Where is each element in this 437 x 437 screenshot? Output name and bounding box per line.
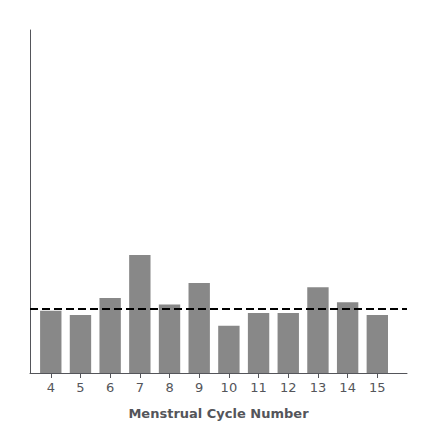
svg-text:13: 13 [310, 380, 327, 395]
svg-text:10: 10 [221, 380, 238, 395]
svg-text:5: 5 [76, 380, 84, 395]
svg-text:14: 14 [339, 380, 356, 395]
svg-text:9: 9 [195, 380, 203, 395]
svg-text:6: 6 [106, 380, 114, 395]
svg-text:8: 8 [165, 380, 173, 395]
svg-text:Menstrual Cycle Number: Menstrual Cycle Number [128, 406, 309, 421]
svg-text:11: 11 [250, 380, 267, 395]
svg-text:4: 4 [47, 380, 55, 395]
svg-text:7: 7 [136, 380, 144, 395]
svg-text:12: 12 [280, 380, 297, 395]
svg-text:15: 15 [369, 380, 386, 395]
